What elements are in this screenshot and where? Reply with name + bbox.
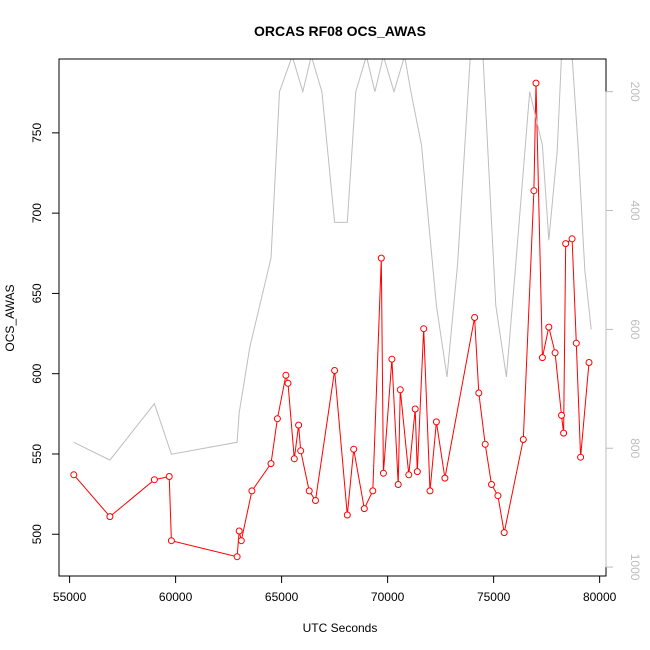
series-0-point-5	[233, 553, 241, 561]
series-0-point-15	[297, 447, 305, 455]
series-0-point-42	[530, 187, 538, 195]
series-0-point-4	[167, 537, 175, 545]
series-0-point-10	[273, 415, 281, 423]
series-0-point-7	[237, 537, 245, 545]
series-0-point-13	[290, 455, 298, 463]
series-0-point-18	[331, 367, 339, 374]
y2-tick-label-2: 600	[628, 319, 642, 339]
series-0-point-47	[558, 411, 565, 419]
y-tick-label-5: 750	[30, 123, 44, 143]
series-0-point-40	[500, 529, 508, 537]
series-0-point-35	[471, 314, 479, 321]
series-0-point-17	[312, 497, 319, 504]
y2-tick-label-4: 1000	[628, 554, 642, 581]
series-0-point-1	[106, 513, 114, 521]
series-0-point-23	[377, 254, 385, 262]
x-tick-label-5: 80000	[583, 590, 617, 604]
series-0-point-16	[305, 487, 313, 495]
series-0-point-33	[432, 418, 440, 426]
y-tick-label-0: 500	[30, 524, 44, 544]
series-0-point-37	[481, 440, 489, 448]
series-0-point-24	[379, 469, 387, 477]
series-0-point-12	[284, 379, 292, 387]
x-tick-label-2: 65000	[265, 590, 299, 604]
y2-tick-label-3: 800	[628, 438, 642, 458]
series-0-point-30	[413, 468, 421, 476]
series-0-point-36	[475, 389, 483, 397]
x-tick-label-0: 55000	[53, 590, 87, 604]
series-0-point-43	[532, 79, 540, 87]
x-tick-label-4: 75000	[477, 590, 511, 604]
series-0-point-0	[70, 471, 78, 479]
series-1-line	[73, 59, 592, 461]
x-tick-label-1: 60000	[159, 590, 193, 604]
series-0-point-21	[360, 505, 368, 513]
series-0-point-29	[411, 405, 419, 413]
series-0-point-27	[396, 386, 404, 394]
series-0-point-28	[405, 471, 413, 479]
y-tick-label-2: 600	[30, 363, 44, 383]
y2-tick-label-0: 200	[628, 82, 642, 102]
y-tick-label-3: 650	[30, 283, 44, 303]
series-0-point-39	[494, 492, 502, 500]
x-tick-label-3: 70000	[371, 590, 405, 604]
series-1	[73, 59, 592, 461]
series-0-point-44	[538, 354, 546, 362]
series-0-point-49	[562, 240, 570, 248]
series-0-point-31	[420, 325, 428, 333]
series-0-point-41	[519, 436, 527, 443]
y-axis: 500 550 600 650 700 750	[30, 123, 60, 544]
series-0-point-22	[369, 487, 377, 495]
series-0-point-46	[551, 349, 559, 357]
y-tick-label-1: 550	[30, 444, 44, 464]
plot-area	[70, 59, 593, 561]
series-0-point-2	[150, 476, 158, 484]
series-0-point-52	[577, 453, 585, 461]
y-axis-label: OCS_AWAS	[3, 284, 17, 351]
series-0-point-11	[282, 371, 290, 379]
series-0-line	[73, 83, 590, 558]
series-0-point-8	[248, 487, 256, 495]
series-0	[70, 79, 593, 561]
series-0-point-19	[343, 511, 351, 519]
series-0-point-45	[545, 323, 553, 331]
x-axis: 55000 60000 65000 70000 75000 80000	[53, 575, 617, 604]
series-0-point-32	[426, 487, 434, 495]
series-0-point-14	[295, 421, 303, 429]
y2-axis: 200 400 600 800 1000	[605, 82, 642, 581]
series-0-point-25	[388, 355, 396, 363]
x-axis-label: UTC Seconds	[303, 621, 378, 635]
series-0-point-48	[560, 429, 568, 437]
series-0-point-38	[488, 481, 495, 488]
series-0-point-9	[267, 460, 275, 468]
series-0-point-34	[441, 474, 449, 482]
series-0-point-51	[572, 339, 580, 347]
series-0-point-6	[235, 527, 243, 535]
series-0-point-50	[568, 235, 576, 243]
y2-tick-label-1: 400	[628, 201, 642, 221]
series-0-point-3	[165, 473, 173, 480]
series-0-point-53	[585, 359, 593, 366]
chart-title: ORCAS RF08 OCS_AWAS	[254, 23, 426, 39]
series-0-point-20	[350, 445, 358, 453]
y-tick-label-4: 700	[30, 203, 44, 223]
series-0-point-26	[394, 481, 402, 488]
